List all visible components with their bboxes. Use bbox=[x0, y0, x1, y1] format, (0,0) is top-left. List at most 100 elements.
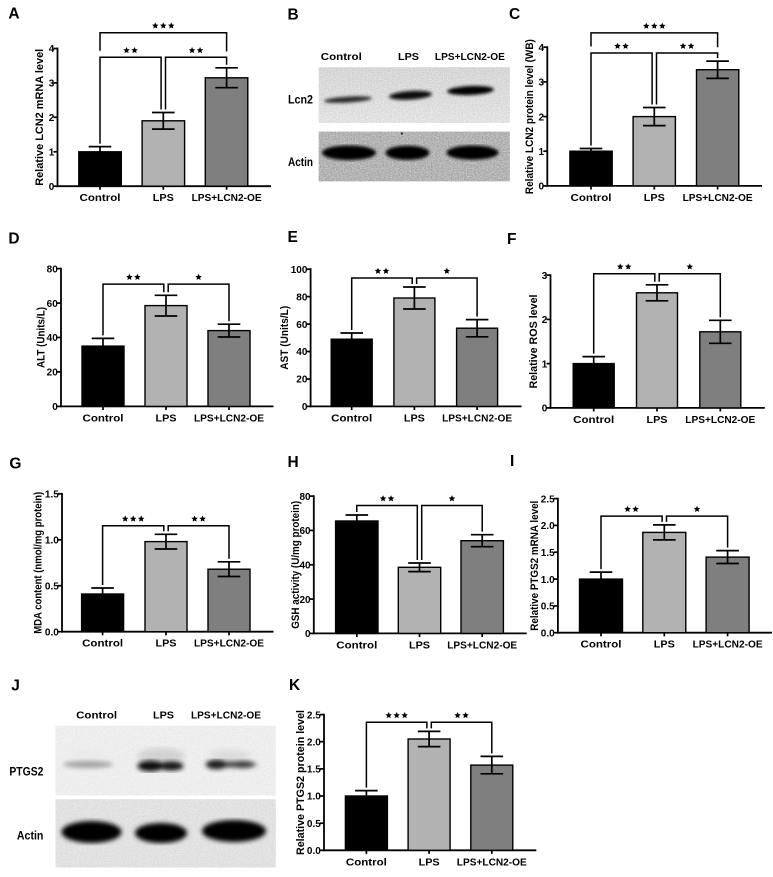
svg-text:80: 80 bbox=[296, 292, 308, 303]
svg-text:E: E bbox=[288, 229, 298, 246]
svg-text:1.5: 1.5 bbox=[307, 765, 321, 776]
svg-text:K: K bbox=[289, 677, 301, 694]
svg-text:80: 80 bbox=[299, 492, 311, 503]
svg-text:100: 100 bbox=[291, 265, 308, 276]
svg-text:3: 3 bbox=[49, 79, 55, 90]
svg-text:60: 60 bbox=[299, 526, 311, 537]
svg-text:4: 4 bbox=[539, 43, 545, 54]
svg-text:G: G bbox=[9, 456, 21, 473]
svg-text:H: H bbox=[288, 454, 299, 471]
svg-text:PTGS2: PTGS2 bbox=[9, 765, 43, 779]
svg-text:GSH activity (U/mg protein): GSH activity (U/mg protein) bbox=[290, 501, 302, 629]
svg-text:ALT (Units/L): ALT (Units/L) bbox=[36, 307, 48, 368]
svg-text:LPS: LPS bbox=[419, 856, 440, 868]
svg-text:Control: Control bbox=[571, 192, 612, 204]
svg-text:1.0: 1.0 bbox=[307, 792, 321, 803]
svg-text:F: F bbox=[507, 231, 516, 248]
svg-text:LPS: LPS bbox=[409, 639, 430, 651]
svg-text:Relative PTGS2 mRNA level: Relative PTGS2 mRNA level bbox=[529, 501, 541, 631]
svg-text:LPS: LPS bbox=[647, 414, 668, 426]
svg-text:0.0: 0.0 bbox=[541, 628, 555, 639]
svg-text:LPS: LPS bbox=[398, 51, 419, 63]
svg-text:0: 0 bbox=[302, 402, 308, 413]
svg-text:LPS: LPS bbox=[153, 710, 174, 722]
svg-text:4: 4 bbox=[49, 44, 55, 55]
svg-text:LPS: LPS bbox=[644, 192, 665, 204]
svg-text:1.0: 1.0 bbox=[45, 536, 59, 547]
svg-text:I: I bbox=[510, 453, 514, 470]
svg-text:C: C bbox=[509, 6, 520, 23]
svg-text:Relative ROS level: Relative ROS level bbox=[528, 295, 540, 389]
svg-text:20: 20 bbox=[299, 595, 311, 606]
svg-text:J: J bbox=[11, 678, 20, 695]
svg-text:Relative PTGS2 protein level: Relative PTGS2 protein level bbox=[295, 710, 307, 855]
svg-text:Actin: Actin bbox=[288, 155, 313, 169]
svg-text:D: D bbox=[8, 231, 19, 248]
svg-text:LPS: LPS bbox=[404, 412, 425, 424]
svg-text:B: B bbox=[288, 6, 299, 23]
svg-text:LPS: LPS bbox=[654, 639, 675, 651]
svg-text:LPS: LPS bbox=[153, 192, 174, 204]
svg-text:40: 40 bbox=[299, 561, 311, 572]
svg-text:2: 2 bbox=[542, 315, 548, 326]
svg-text:Control: Control bbox=[331, 412, 372, 424]
svg-text:1: 1 bbox=[49, 148, 55, 159]
svg-text:2.0: 2.0 bbox=[541, 521, 555, 532]
svg-text:20: 20 bbox=[47, 368, 59, 379]
svg-text:1.0: 1.0 bbox=[541, 575, 555, 586]
svg-text:LPS+LCN2-OE: LPS+LCN2-OE bbox=[683, 192, 753, 204]
svg-text:Control: Control bbox=[581, 639, 622, 651]
svg-text:Control: Control bbox=[83, 412, 124, 424]
svg-text:Control: Control bbox=[82, 638, 123, 650]
svg-text:Control: Control bbox=[336, 639, 377, 651]
svg-text:0: 0 bbox=[52, 402, 58, 413]
svg-text:0: 0 bbox=[542, 404, 548, 415]
svg-text:60: 60 bbox=[296, 320, 308, 331]
svg-text:LPS+LCN2-OE: LPS+LCN2-OE bbox=[693, 639, 763, 651]
svg-text:Relative LCN2 mRNA level: Relative LCN2 mRNA level bbox=[34, 49, 46, 186]
svg-text:LPS+LCN2-OE: LPS+LCN2-OE bbox=[685, 414, 755, 426]
svg-text:0.0: 0.0 bbox=[307, 846, 321, 857]
svg-text:60: 60 bbox=[47, 299, 59, 310]
svg-text:LPS+LCN2-OE: LPS+LCN2-OE bbox=[192, 192, 262, 204]
svg-text:LPS+LCN2-OE: LPS+LCN2-OE bbox=[191, 710, 261, 722]
svg-text:0: 0 bbox=[539, 182, 545, 193]
svg-text:Relative LCN2 protein level (W: Relative LCN2 protein level (WB) bbox=[524, 39, 536, 194]
svg-text:0: 0 bbox=[49, 182, 55, 193]
svg-text:A: A bbox=[8, 6, 19, 23]
svg-text:0: 0 bbox=[305, 629, 311, 640]
svg-text:2.0: 2.0 bbox=[307, 737, 321, 748]
svg-text:20: 20 bbox=[296, 375, 308, 386]
svg-text:Control: Control bbox=[346, 856, 387, 868]
svg-text:Control: Control bbox=[321, 51, 362, 63]
svg-text:LPS+LCN2-OE: LPS+LCN2-OE bbox=[194, 412, 264, 424]
svg-text:LPS+LCN2-OE: LPS+LCN2-OE bbox=[442, 412, 512, 424]
svg-text:3: 3 bbox=[542, 271, 548, 282]
svg-text:Lcn2: Lcn2 bbox=[288, 93, 313, 107]
svg-text:80: 80 bbox=[47, 264, 59, 275]
svg-text:LPS+LCN2-OE: LPS+LCN2-OE bbox=[194, 638, 264, 650]
svg-text:3: 3 bbox=[539, 78, 545, 89]
svg-text:40: 40 bbox=[296, 347, 308, 358]
svg-text:2.5: 2.5 bbox=[541, 494, 555, 505]
svg-text:LPS: LPS bbox=[156, 638, 177, 650]
svg-text:1.5: 1.5 bbox=[45, 490, 59, 501]
svg-text:0.0: 0.0 bbox=[45, 627, 59, 638]
svg-text:Control: Control bbox=[80, 192, 121, 204]
svg-text:0.5: 0.5 bbox=[541, 602, 555, 613]
svg-text:1: 1 bbox=[542, 359, 548, 370]
svg-text:2: 2 bbox=[539, 112, 545, 123]
svg-text:AST (Units/L): AST (Units/L) bbox=[279, 306, 291, 370]
svg-text:2.5: 2.5 bbox=[307, 710, 321, 721]
svg-text:Control: Control bbox=[76, 710, 117, 722]
svg-text:2: 2 bbox=[49, 113, 55, 124]
svg-text:0.5: 0.5 bbox=[45, 581, 59, 592]
svg-text:0.5: 0.5 bbox=[307, 819, 321, 830]
svg-text:LPS+LCN2-OE: LPS+LCN2-OE bbox=[457, 856, 527, 868]
svg-text:Control: Control bbox=[573, 414, 614, 426]
svg-text:MDA content (nmol/mg protein): MDA content (nmol/mg protein) bbox=[33, 492, 45, 634]
svg-text:1: 1 bbox=[539, 147, 545, 158]
svg-text:LPS: LPS bbox=[156, 412, 177, 424]
svg-text:40: 40 bbox=[47, 333, 59, 344]
svg-text:LPS+LCN2-OE: LPS+LCN2-OE bbox=[447, 639, 517, 651]
